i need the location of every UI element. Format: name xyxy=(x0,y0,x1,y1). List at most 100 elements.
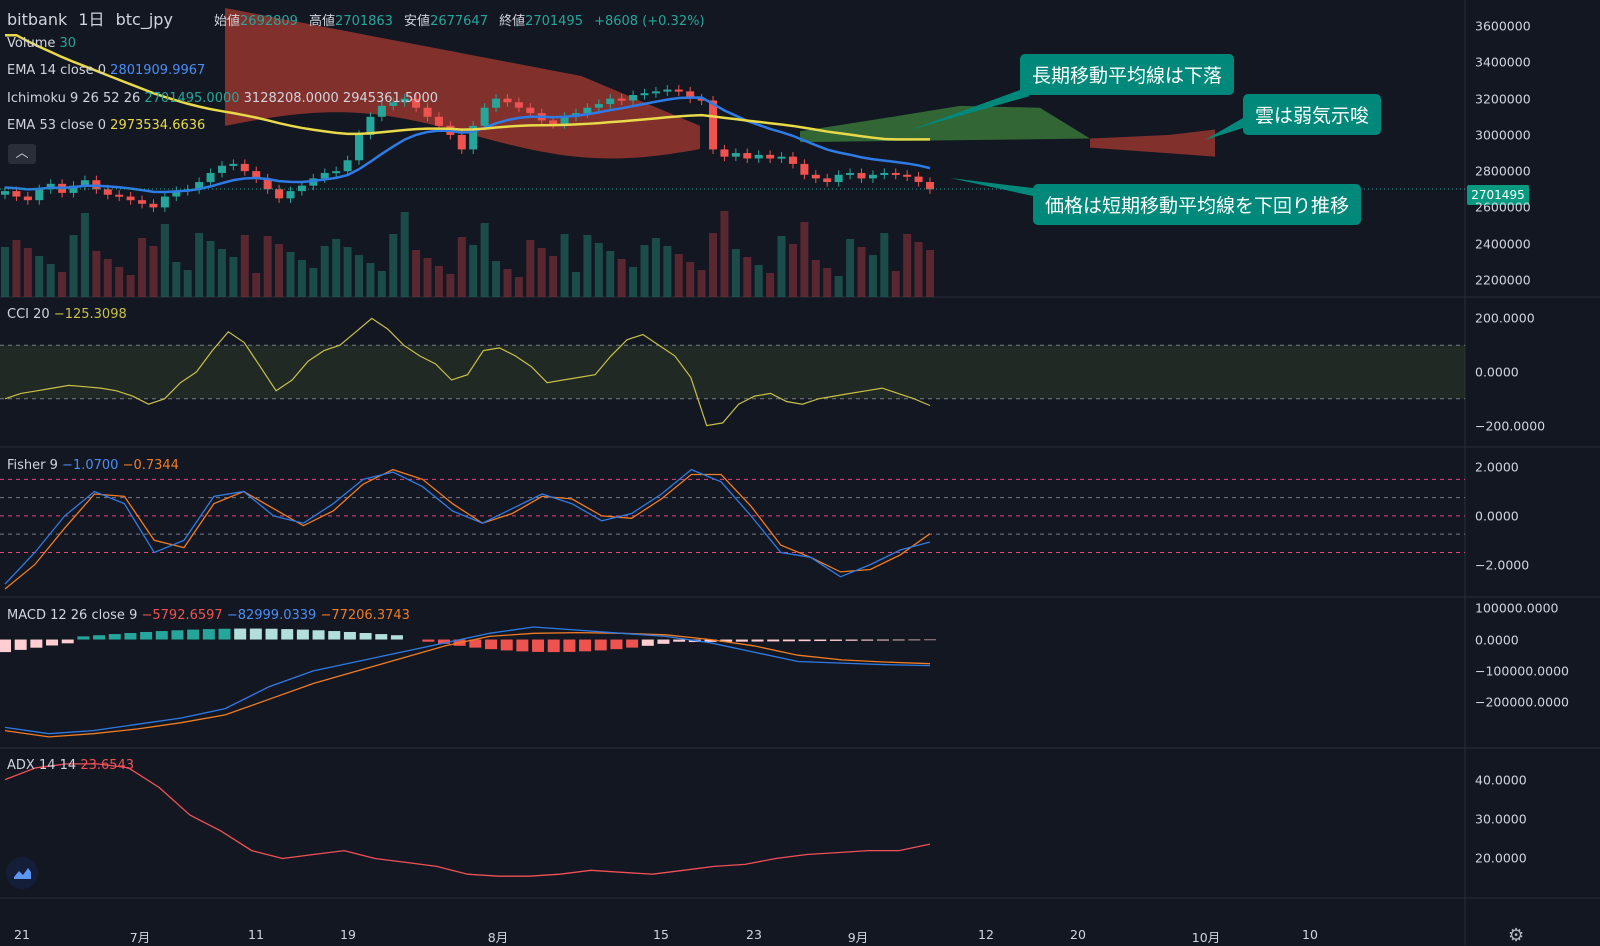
candle-body xyxy=(606,98,615,105)
macd-histogram-bar xyxy=(829,639,842,641)
volume-bar xyxy=(720,211,729,297)
candle-body xyxy=(1,191,9,195)
volume-bar xyxy=(46,264,55,297)
volume-bar xyxy=(263,236,272,297)
macd-name: MACD 12 26 close 9 xyxy=(7,608,138,623)
candle-body xyxy=(103,189,112,195)
volume-bar xyxy=(343,247,352,297)
macd-histogram-bar xyxy=(594,639,607,651)
macd-histogram-bar xyxy=(108,634,121,640)
tradingview-logo-icon[interactable] xyxy=(6,857,38,889)
macd-histogram-bar xyxy=(610,639,623,650)
volume-value: 30 xyxy=(59,36,77,51)
change-value: +8608 (+0.32%) xyxy=(594,14,705,29)
macd-histogram-bar xyxy=(908,639,921,641)
volume-bar xyxy=(206,241,215,297)
time-axis-tick: 15 xyxy=(653,927,669,942)
macd-histogram-bar xyxy=(814,639,827,642)
macd-histogram-bar xyxy=(30,639,43,648)
volume-bar xyxy=(903,234,912,297)
callout-long-ma: 長期移動平均線は下落 xyxy=(1020,54,1235,95)
volume-bar xyxy=(92,251,101,297)
macd-histogram-bar xyxy=(93,635,106,640)
candle-body xyxy=(811,174,820,179)
candle-body xyxy=(389,102,398,106)
candle-body xyxy=(594,104,603,108)
ichimoku-legend[interactable]: Ichimoku 9 26 52 26 2701495.0000 3128208… xyxy=(7,91,438,106)
macd-histogram-bar xyxy=(0,639,11,653)
time-axis-tick: 19 xyxy=(340,927,356,942)
settings-gear-icon[interactable]: ⚙ xyxy=(1508,925,1525,946)
ichimoku-cloud-bear-future xyxy=(1090,129,1215,157)
volume-legend[interactable]: Volume 30 xyxy=(7,36,76,51)
volume-bar xyxy=(754,265,763,297)
candle-body xyxy=(172,191,181,197)
time-axis-tick: 11 xyxy=(248,927,264,942)
volume-bar xyxy=(138,238,147,297)
ema53-legend[interactable]: EMA 53 close 0 2973534.6636 xyxy=(7,118,205,133)
volume-bar xyxy=(857,247,866,297)
candle-body xyxy=(149,203,158,208)
candle-body xyxy=(503,98,512,103)
macd-axis-tick: −200000.0000 xyxy=(1475,694,1569,710)
adx-legend[interactable]: ADX 14 14 23.6543 xyxy=(7,758,134,773)
candle-body xyxy=(640,93,649,96)
volume-bar xyxy=(640,245,649,297)
candle-body xyxy=(651,91,660,94)
volume-bar xyxy=(229,257,238,297)
volume-name: Volume xyxy=(7,36,56,51)
candle-body xyxy=(857,172,866,179)
callout-cloud: 雲は弱気示唆 xyxy=(1243,94,1382,135)
macd-axis-tick: 100000.0000 xyxy=(1475,600,1559,616)
volume-bar xyxy=(80,213,89,297)
symbol[interactable]: btc_jpy xyxy=(115,10,173,29)
volume-bar xyxy=(355,255,364,297)
volume-bar xyxy=(868,255,877,297)
candle-body xyxy=(217,165,226,173)
candle-body xyxy=(914,176,923,183)
ichimoku-v3: 2945361.5000 xyxy=(342,91,439,106)
candle-body xyxy=(138,200,147,204)
callout-pointer-2 xyxy=(1205,118,1243,140)
macd-histogram-bar xyxy=(14,639,27,650)
candle-body xyxy=(800,163,809,175)
cci-legend[interactable]: CCI 20 −125.3098 xyxy=(7,307,127,322)
fisher-legend[interactable]: Fisher 9 −1.0700 −0.7344 xyxy=(7,458,179,473)
price-axis-tick: 3000000 xyxy=(1475,127,1531,143)
volume-bar xyxy=(674,254,683,297)
candle-body xyxy=(286,191,295,199)
macd-histogram-bar xyxy=(437,639,450,644)
macd-histogram-bar xyxy=(61,639,74,644)
macd-legend[interactable]: MACD 12 26 close 9 −5792.6597 −82999.033… xyxy=(7,608,410,623)
chart-header: bitbank 1日 btc_jpy 始値2692809 高値2701863 安… xyxy=(7,6,711,30)
volume-bar xyxy=(389,234,398,297)
volume-bar xyxy=(743,257,752,297)
candle-body xyxy=(514,102,523,108)
cci-value: −125.3098 xyxy=(53,307,127,322)
macd-histogram-bar xyxy=(500,639,513,651)
volume-bar xyxy=(58,272,67,297)
candle-body xyxy=(788,156,797,164)
volume-bar xyxy=(571,272,580,297)
exchange-name: bitbank xyxy=(7,10,68,29)
interval[interactable]: 1日 xyxy=(78,10,105,29)
macd-histogram-bar xyxy=(532,639,545,652)
collapse-legend-button[interactable]: ︿ xyxy=(8,144,36,164)
volume-bar xyxy=(766,273,775,297)
open-label: 始値 xyxy=(214,14,241,29)
ema14-value: 2801909.9967 xyxy=(110,63,206,78)
volume-bar xyxy=(217,249,226,297)
last-price-tag: 2701495 xyxy=(1467,185,1529,205)
time-axis-tick: 8月 xyxy=(487,930,509,945)
volume-bar xyxy=(309,268,318,297)
ema14-legend[interactable]: EMA 14 close 0 2801909.9967 xyxy=(7,63,205,78)
fisher-name: Fisher 9 xyxy=(7,458,58,473)
volume-bar xyxy=(35,256,44,297)
callout-short-ma: 価格は短期移動平均線を下回り推移 xyxy=(1033,184,1362,225)
volume-bar xyxy=(560,234,569,297)
candle-body xyxy=(332,171,341,174)
cci-axis-tick: 200.0000 xyxy=(1475,310,1535,326)
volume-bar xyxy=(240,235,249,297)
candle-body xyxy=(868,174,877,179)
